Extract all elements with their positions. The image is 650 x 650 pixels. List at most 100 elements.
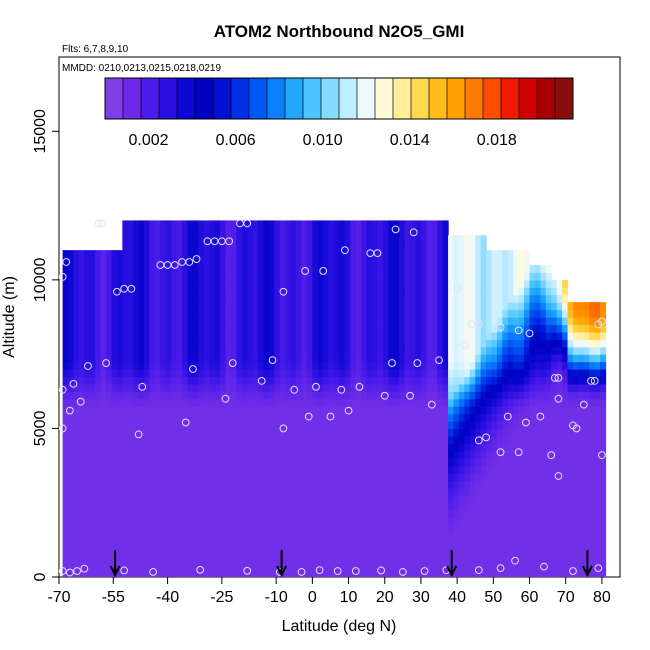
heatmap-cell xyxy=(572,354,579,363)
heatmap-cell xyxy=(556,361,563,370)
heatmap-cell xyxy=(100,369,107,378)
heatmap-cell xyxy=(187,265,194,274)
heatmap-cell xyxy=(154,473,161,482)
heatmap-cell xyxy=(171,421,178,430)
heatmap-cell xyxy=(95,443,102,452)
heatmap-cell xyxy=(464,443,471,452)
heatmap-cell xyxy=(290,413,297,422)
heatmap-cell xyxy=(491,309,498,318)
heatmap-cell xyxy=(236,302,243,311)
heatmap-cell xyxy=(453,443,460,452)
heatmap-cell xyxy=(572,398,579,407)
heatmap-cell xyxy=(100,257,107,266)
heatmap-cell xyxy=(404,532,411,541)
heatmap-cell xyxy=(507,287,514,296)
data-point xyxy=(80,564,89,573)
heatmap-cell xyxy=(529,317,536,326)
heatmap-cell xyxy=(133,495,140,504)
heatmap-cell xyxy=(252,428,259,437)
heatmap-cell xyxy=(426,331,433,340)
heatmap-cell xyxy=(122,450,129,459)
heatmap-cell xyxy=(220,473,227,482)
heatmap-cell xyxy=(513,510,520,519)
heatmap-cell xyxy=(328,539,335,548)
heatmap-cell xyxy=(334,317,341,326)
heatmap-cell xyxy=(334,539,341,548)
heatmap-cell xyxy=(420,473,427,482)
heatmap-cell xyxy=(583,487,590,496)
heatmap-cell xyxy=(529,354,536,363)
data-point xyxy=(76,397,85,406)
heatmap-cell xyxy=(469,324,476,333)
heatmap-cell xyxy=(437,272,444,281)
heatmap-cell xyxy=(382,428,389,437)
heatmap-cell xyxy=(296,287,303,296)
heatmap-cell xyxy=(154,257,161,266)
heatmap-cell xyxy=(567,480,574,489)
heatmap-cell xyxy=(344,510,351,519)
heatmap-cell xyxy=(502,480,509,489)
heatmap-cell xyxy=(171,324,178,333)
heatmap-cell xyxy=(68,495,75,504)
heatmap-cell xyxy=(247,554,254,563)
heatmap-cell xyxy=(442,406,449,415)
heatmap-cell xyxy=(312,517,319,526)
heatmap-cell xyxy=(464,346,471,355)
heatmap-cell xyxy=(524,339,531,348)
heatmap-cell xyxy=(458,272,465,281)
heatmap-cell xyxy=(89,450,96,459)
heatmap-cell xyxy=(399,473,406,482)
heatmap-cell xyxy=(236,279,243,288)
heatmap-cell xyxy=(513,391,520,400)
heatmap-cell xyxy=(220,443,227,452)
heatmap-cell xyxy=(486,376,493,385)
heatmap-cell xyxy=(437,539,444,548)
heatmap-cell xyxy=(420,272,427,281)
heatmap-cell xyxy=(230,220,237,229)
heatmap-cell xyxy=(420,376,427,385)
heatmap-cell xyxy=(475,443,482,452)
heatmap-cell xyxy=(469,361,476,370)
heatmap-cell xyxy=(236,235,243,244)
heatmap-cell xyxy=(502,435,509,444)
heatmap-cell xyxy=(464,406,471,415)
heatmap-cell xyxy=(534,339,541,348)
heatmap-cell xyxy=(84,324,91,333)
heatmap-cell xyxy=(448,502,455,511)
heatmap-cell xyxy=(437,331,444,340)
heatmap-cell xyxy=(393,487,400,496)
heatmap-cell xyxy=(594,346,601,355)
heatmap-cell xyxy=(415,428,422,437)
heatmap-cell xyxy=(567,510,574,519)
heatmap-cell xyxy=(399,421,406,430)
heatmap-cell xyxy=(323,435,330,444)
heatmap-cell xyxy=(203,302,210,311)
heatmap-cell xyxy=(62,465,69,474)
heatmap-cell xyxy=(464,279,471,288)
heatmap-cell xyxy=(122,532,129,541)
heatmap-cell xyxy=(404,331,411,340)
heatmap-cell xyxy=(252,227,259,236)
heatmap-cell xyxy=(562,539,569,548)
heatmap-cell xyxy=(404,250,411,259)
heatmap-cell xyxy=(399,510,406,519)
heatmap-cell xyxy=(410,265,417,274)
heatmap-cell xyxy=(62,473,69,482)
heatmap-cell xyxy=(344,458,351,467)
heatmap-cell xyxy=(377,458,384,467)
heatmap-cell xyxy=(583,525,590,534)
heatmap-cell xyxy=(344,443,351,452)
heatmap-cell xyxy=(214,435,221,444)
heatmap-cell xyxy=(431,272,438,281)
heatmap-cell xyxy=(296,413,303,422)
heatmap-cell xyxy=(583,502,590,511)
heatmap-cell xyxy=(144,294,151,303)
heatmap-cell xyxy=(420,465,427,474)
heatmap-cell xyxy=(236,346,243,355)
heatmap-cell xyxy=(306,487,313,496)
heatmap-cell xyxy=(600,398,607,407)
heatmap-cell xyxy=(203,562,210,571)
heatmap-cell xyxy=(496,495,503,504)
heatmap-cell xyxy=(252,562,259,571)
heatmap-cell xyxy=(160,510,167,519)
